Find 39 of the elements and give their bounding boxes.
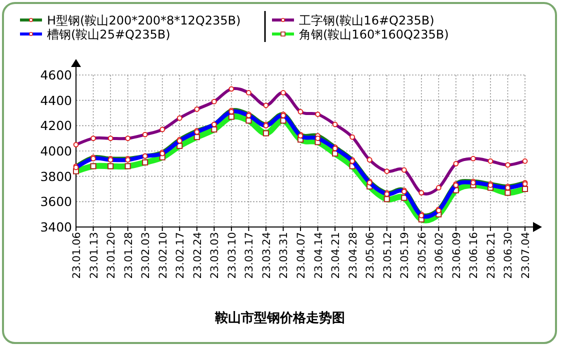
legend-label: H型钢(鞍山200*200*8*12Q235B) xyxy=(47,14,241,28)
x-tick-label: 23.02.24 xyxy=(192,232,204,279)
x-tick-label: 23.03.17 xyxy=(244,232,256,279)
x-tick-label: 23.03.31 xyxy=(278,232,290,279)
x-tick-label: 23.06.21 xyxy=(485,232,498,279)
x-tick-label: 23.01.20 xyxy=(106,232,118,279)
x-tick-label: 23.02.03 xyxy=(140,232,152,279)
x-tick-label: 23.01.28 xyxy=(122,232,135,279)
x-tick-label: 23.05.06 xyxy=(364,232,377,279)
x-tick-label: 23.04.14 xyxy=(312,232,325,279)
x-tick-label: 23.05.19 xyxy=(399,232,412,279)
y-tick-label: 3800 xyxy=(40,168,72,184)
x-tick-label: 23.02.10 xyxy=(157,232,170,279)
x-tick-label: 23.04.21 xyxy=(330,232,342,279)
legend-label: 槽钢(鞍山25#Q235B) xyxy=(47,28,170,42)
x-tick-label: 23.03.24 xyxy=(260,232,273,279)
x-tick-label: 23.02.17 xyxy=(174,232,187,279)
x-tick-label: 23.05.26 xyxy=(416,232,428,279)
y-tick-label: 4400 xyxy=(40,92,72,108)
y-tick-label: 3400 xyxy=(40,220,72,234)
x-tick-label: 23.03.10 xyxy=(226,232,238,279)
x-tick-label: 23.07.04 xyxy=(520,232,532,279)
text: 鞍山市型钢价格走势图 xyxy=(214,310,345,326)
x-tick-label: 23.05.12 xyxy=(382,232,394,279)
x-tick-label: 23.01.06 xyxy=(71,232,83,279)
x-tick-label: 23.04.07 xyxy=(296,232,308,279)
legend-label: 工字钢(鞍山16#Q235B) xyxy=(299,14,434,28)
y-tick-label: 4200 xyxy=(40,118,72,134)
y-tick-label: 3600 xyxy=(40,194,72,210)
x-tick-label: 23.06.02 xyxy=(434,232,446,279)
y-tick-label: 4600 xyxy=(40,68,72,82)
x-tick-label: 23.06.16 xyxy=(468,232,480,279)
x-tick-label: 23.01.13 xyxy=(88,232,100,279)
x-tick-label: 23.03.03 xyxy=(209,232,222,279)
x-tick-label: 23.06.09 xyxy=(450,232,463,279)
y-tick-label: 4000 xyxy=(40,144,72,158)
x-tick-label: 23.04.28 xyxy=(347,232,360,279)
x-tick-label: 23.06.30 xyxy=(502,232,515,279)
legend-label: 角钢(鞍山160*160Q235B) xyxy=(299,28,449,42)
